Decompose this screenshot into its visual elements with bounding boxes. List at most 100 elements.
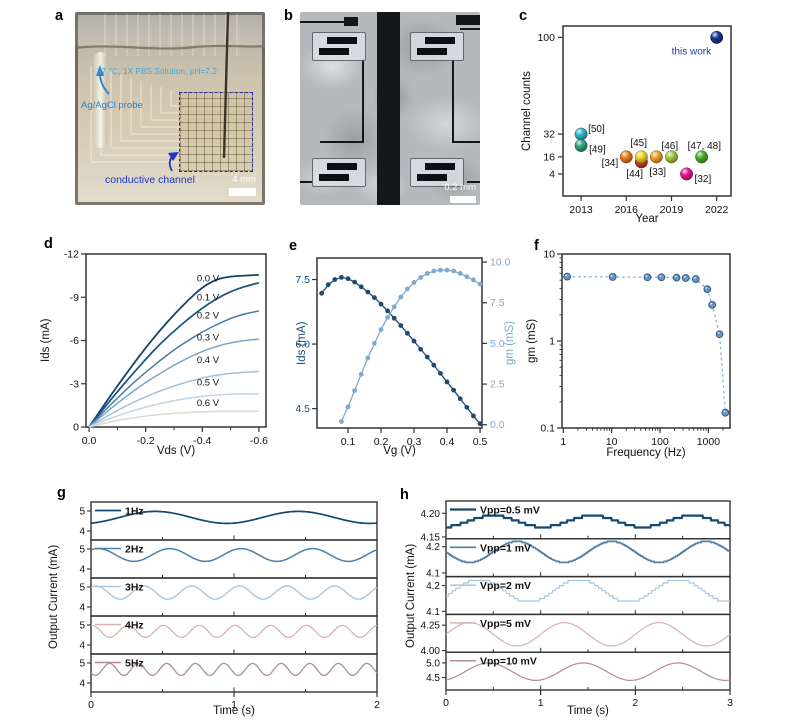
svg-text:[47, 48]: [47, 48] xyxy=(688,141,722,152)
svg-text:0: 0 xyxy=(88,699,94,711)
svg-text:Vpp=10 mV: Vpp=10 mV xyxy=(480,656,537,668)
svg-text:5: 5 xyxy=(79,545,85,556)
svg-text:0.5 V: 0.5 V xyxy=(197,377,220,388)
panel-a-device-photo: 37 °C, 1X PBS Solution, pH=7.2 Ag/AgCl p… xyxy=(75,12,265,205)
svg-text:4.2: 4.2 xyxy=(426,581,440,592)
transfer-curve-chart: -7.5 -6.0 -4.5 10.0 7.5 5.0 2.5 0.0 0.1 0.2 0.3 0.4… xyxy=(296,238,530,470)
svg-text:4: 4 xyxy=(79,603,85,614)
panel-label-d: d xyxy=(44,236,53,252)
trace-line xyxy=(300,181,313,183)
scalebar-label-b: 0.2 mm xyxy=(444,182,476,193)
d-ylabel: Ids (mA) xyxy=(40,318,52,363)
svg-text:0.1: 0.1 xyxy=(341,436,356,448)
svg-text:4.25: 4.25 xyxy=(421,621,441,632)
trace-pad xyxy=(456,15,480,25)
panel-label-a: a xyxy=(55,8,64,24)
svg-text:4: 4 xyxy=(79,641,85,652)
svg-text:4.00: 4.00 xyxy=(421,646,441,657)
svg-text:-3: -3 xyxy=(70,378,79,390)
svg-text:0: 0 xyxy=(443,697,449,709)
svg-text:4.20: 4.20 xyxy=(421,509,441,520)
svg-text:4.1: 4.1 xyxy=(426,568,440,579)
svg-text:0.6 V: 0.6 V xyxy=(197,398,220,409)
svg-text:2019: 2019 xyxy=(660,204,684,216)
svg-text:5.0: 5.0 xyxy=(490,338,505,350)
g-ylabel: Output Current (mA) xyxy=(48,544,60,650)
svg-text:Vpp=2 mV: Vpp=2 mV xyxy=(480,580,531,592)
panel-label-e: e xyxy=(289,238,298,254)
svg-text:1Hz: 1Hz xyxy=(125,506,144,518)
svg-text:32: 32 xyxy=(543,129,555,141)
probe-annotation-text: Ag/AgCl probe xyxy=(81,100,143,111)
svg-text:0.0: 0.0 xyxy=(82,435,97,447)
svg-text:2: 2 xyxy=(374,699,380,711)
svg-text:-7.5: -7.5 xyxy=(296,274,310,286)
svg-text:-0.2: -0.2 xyxy=(137,435,155,447)
svg-text:100: 100 xyxy=(651,436,669,448)
svg-text:4Hz: 4Hz xyxy=(125,620,144,632)
svg-text:5.0: 5.0 xyxy=(426,658,440,669)
svg-text:[34]: [34] xyxy=(602,158,619,169)
svg-text:5: 5 xyxy=(79,583,85,594)
svg-text:3Hz: 3Hz xyxy=(125,582,144,594)
electrode-pad xyxy=(410,32,464,61)
e-ylabel-right: gm (mS) xyxy=(504,320,516,366)
scalebar-b xyxy=(450,196,476,203)
trace-line xyxy=(452,59,454,143)
svg-text:[32]: [32] xyxy=(695,174,712,185)
trace-pad xyxy=(344,17,358,26)
f-xlabel: Frequency (Hz) xyxy=(606,447,686,459)
svg-text:0.1 V: 0.1 V xyxy=(197,292,220,303)
svg-text:-0.6: -0.6 xyxy=(250,435,268,447)
h-ylabel: Output Current (mA) xyxy=(405,543,417,648)
channel-stripe xyxy=(377,12,400,205)
svg-text:0.3 V: 0.3 V xyxy=(197,333,220,344)
svg-text:3: 3 xyxy=(727,697,733,709)
svg-text:4.1: 4.1 xyxy=(426,607,440,618)
conductive-channel-region xyxy=(179,92,253,172)
channel-counts-chart: 100 32 16 4 2013 2016 2019 2022 [50] [49] [34] [44]… xyxy=(520,8,799,234)
c-ylabel: Channel counts xyxy=(521,71,533,151)
bandwidth-chart: 0.1 1 10 1 10 100 1000 Frequency (Hz) gm (mS) xyxy=(526,238,799,470)
svg-text:5: 5 xyxy=(79,507,85,518)
g-xlabel: Time (s) xyxy=(213,705,255,717)
trace-line xyxy=(467,181,480,183)
amplitude-waveforms-chart: 4.20 4.15 Vpp=0.5 mV 4.2 4.1 Vpp=1 mV 4.2 4.1 Vp… xyxy=(396,484,799,728)
svg-text:0.4 V: 0.4 V xyxy=(197,355,220,366)
svg-text:-6.0: -6.0 xyxy=(296,339,310,351)
panel-label-c: c xyxy=(519,8,528,24)
svg-text:-6: -6 xyxy=(70,335,79,347)
svg-text:[50]: [50] xyxy=(588,124,605,135)
svg-text:[49]: [49] xyxy=(589,144,606,155)
svg-text:2Hz: 2Hz xyxy=(125,544,144,556)
solution-condition-text: 37 °C, 1X PBS Solution, pH=7.2 xyxy=(97,67,218,76)
svg-text:2022: 2022 xyxy=(705,204,729,216)
svg-text:0.0: 0.0 xyxy=(490,419,505,431)
svg-text:this work: this work xyxy=(672,46,712,57)
svg-text:2.5: 2.5 xyxy=(490,379,505,391)
svg-text:16: 16 xyxy=(543,151,555,163)
svg-text:2: 2 xyxy=(632,697,638,709)
svg-text:0: 0 xyxy=(73,422,79,434)
svg-text:Vpp=0.5 mV: Vpp=0.5 mV xyxy=(480,505,540,517)
svg-text:0.2 V: 0.2 V xyxy=(197,310,220,321)
svg-text:10: 10 xyxy=(543,249,555,261)
c-xlabel: Year xyxy=(635,213,659,225)
svg-text:-4.5: -4.5 xyxy=(296,403,310,415)
svg-text:4.5: 4.5 xyxy=(426,673,440,684)
trace-line xyxy=(320,141,364,143)
electrode-pad xyxy=(312,32,366,61)
panel-label-f: f xyxy=(534,238,539,254)
panel-label-h: h xyxy=(400,487,409,503)
svg-text:[44]: [44] xyxy=(626,169,643,180)
svg-text:10: 10 xyxy=(606,436,618,448)
svg-text:1000: 1000 xyxy=(697,436,721,448)
svg-text:2013: 2013 xyxy=(569,204,593,216)
trace-line xyxy=(300,21,349,23)
svg-text:1: 1 xyxy=(560,436,566,448)
panel-label-b: b xyxy=(284,8,293,24)
scalebar-label-a: 4 mm xyxy=(232,174,256,185)
svg-text:[45]: [45] xyxy=(630,138,647,149)
svg-text:0.2: 0.2 xyxy=(374,436,389,448)
d-xlabel: Vds (V) xyxy=(156,445,196,457)
